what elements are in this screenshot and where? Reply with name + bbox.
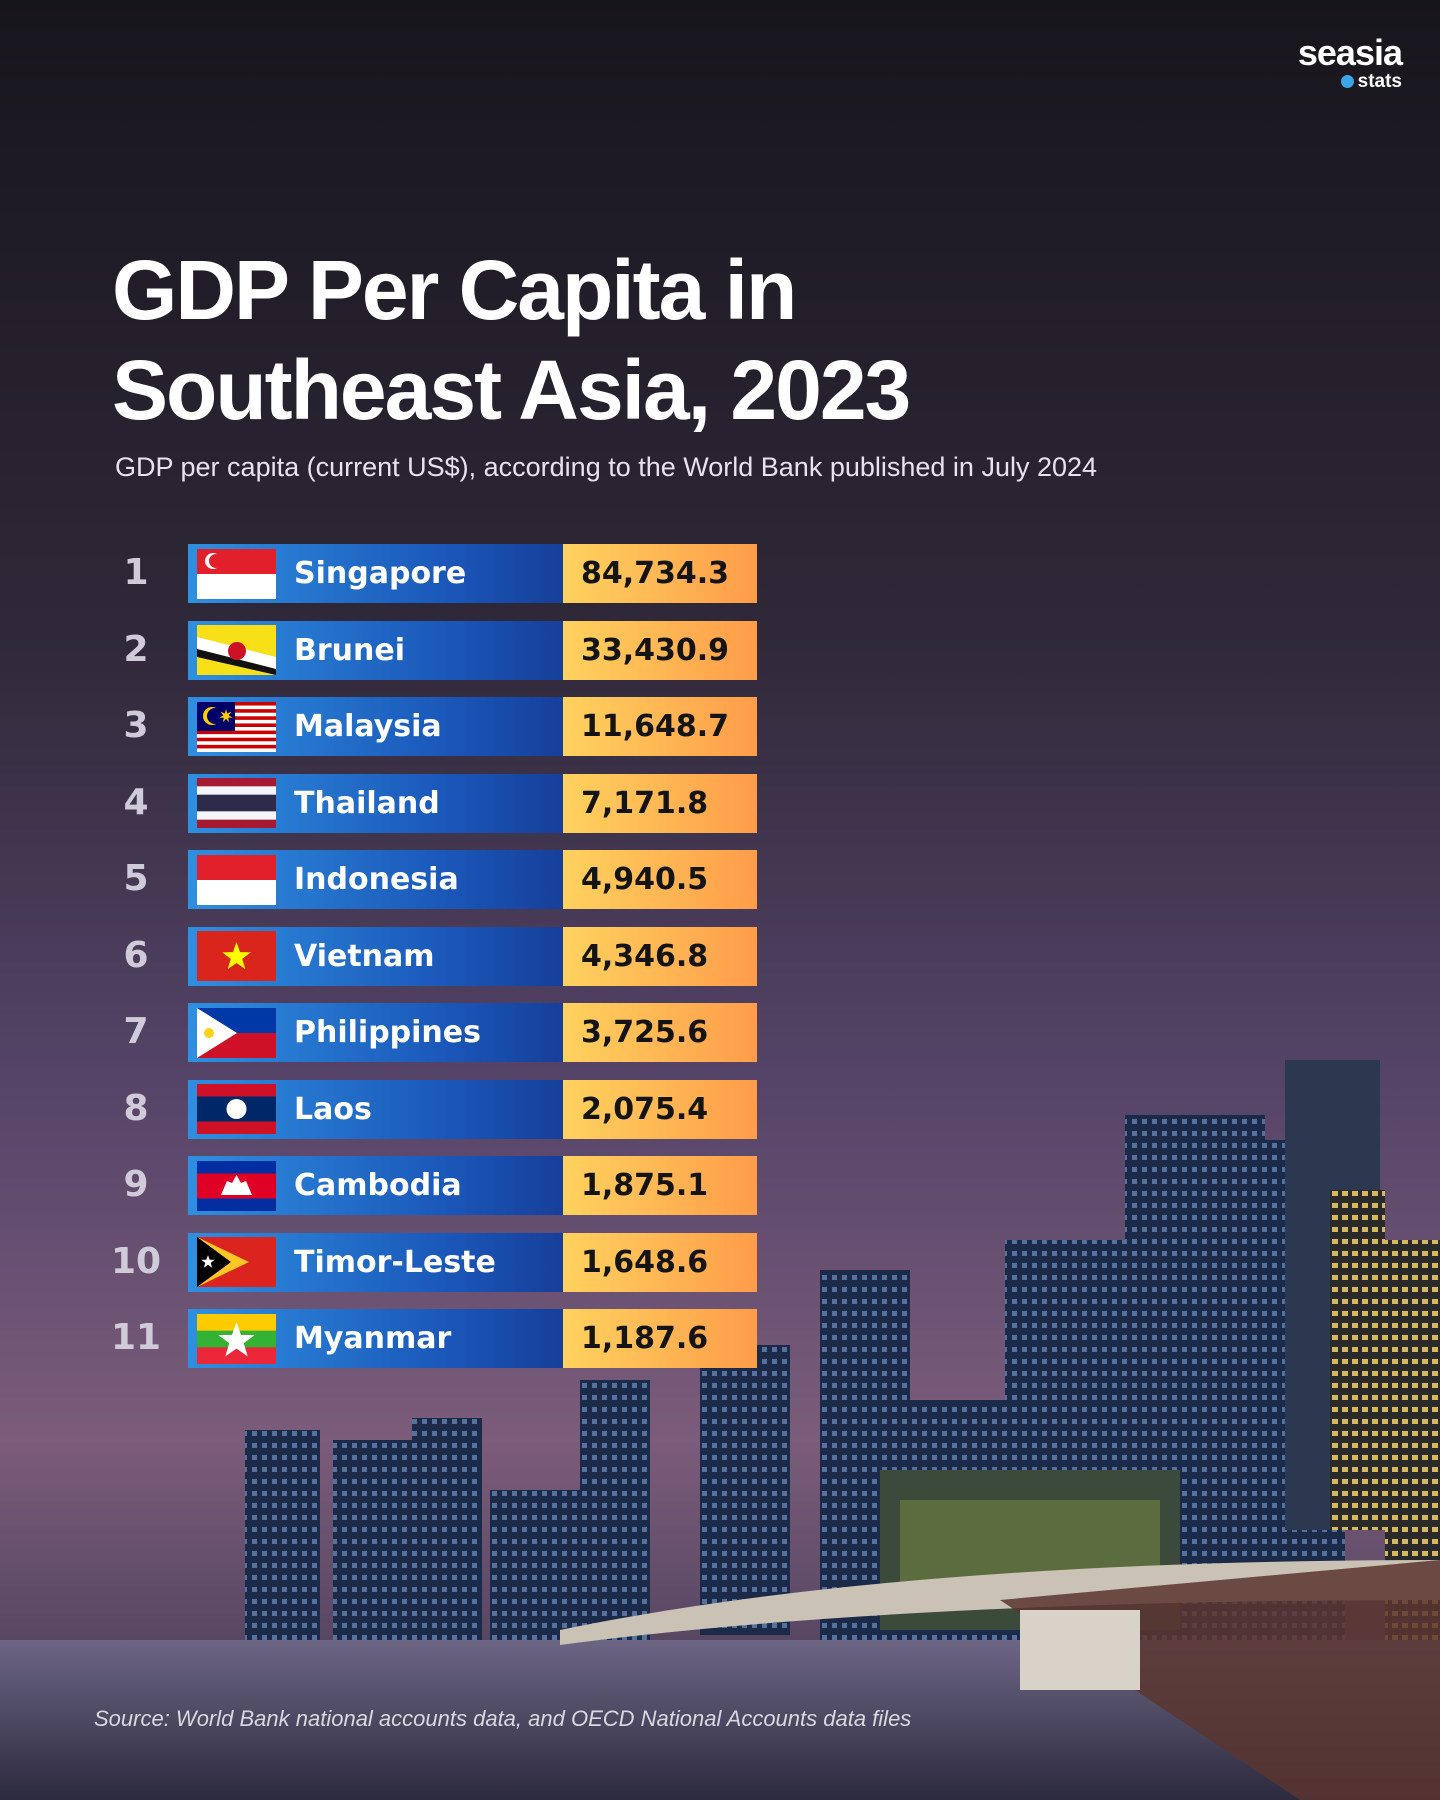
rank: 9	[123, 1164, 149, 1205]
rank: 5	[123, 858, 149, 899]
country-name: Laos	[294, 1091, 372, 1127]
gdp-value: 1,187.6	[581, 1321, 709, 1356]
value-cell	[563, 1079, 757, 1139]
value-cell	[563, 926, 757, 986]
gdp-value: 2,075.4	[581, 1091, 709, 1127]
flag	[197, 931, 276, 981]
country-name: Malaysia	[294, 709, 442, 744]
country-name: Timor-Leste	[294, 1244, 496, 1280]
gdp-value: 1,648.6	[581, 1244, 709, 1280]
rank: 8	[123, 1087, 149, 1129]
flag	[197, 1007, 276, 1058]
logo-sub-text: stats	[1357, 71, 1402, 92]
flag	[197, 1084, 276, 1134]
country-name: Indonesia	[294, 862, 459, 897]
subtitle: GDP per capita (current US$), according …	[115, 452, 1098, 482]
rank: 6	[123, 934, 149, 976]
value-cell	[563, 1232, 757, 1292]
value-cell	[563, 1156, 757, 1215]
country-name: Philippines	[294, 1015, 481, 1050]
gdp-value: 84,734.3	[581, 556, 730, 591]
flag	[197, 1237, 276, 1287]
logo: seasia stats	[1297, 32, 1403, 92]
flag	[197, 701, 276, 752]
rank: 2	[123, 628, 149, 670]
logo-sub: stats	[1298, 72, 1402, 92]
gdp-value: 3,725.6	[581, 1015, 709, 1050]
rank: 10	[110, 1240, 162, 1282]
value-cell	[563, 620, 757, 680]
gdp-value: 7,171.8	[581, 785, 709, 821]
country-name: Vietnam	[294, 938, 435, 974]
value-cell	[563, 1003, 757, 1062]
country-name: Thailand	[294, 785, 440, 821]
title: GDP Per Capita in Southeast Asia, 2023	[112, 243, 911, 437]
country-name: Singapore	[294, 556, 467, 591]
gdp-value: 4,940.5	[581, 862, 709, 897]
flag	[197, 1313, 276, 1364]
logo-name: seasia	[1297, 32, 1403, 73]
rank: 1	[123, 552, 149, 593]
gdp-value: 33,430.9	[581, 632, 730, 668]
source: Source: World Bank national accounts dat…	[94, 1706, 912, 1731]
rank: 11	[110, 1317, 162, 1358]
flag	[197, 854, 276, 905]
rank: 4	[123, 781, 149, 823]
country-name: Cambodia	[294, 1168, 462, 1203]
value-cell	[563, 850, 757, 909]
country-name: Myanmar	[294, 1321, 452, 1356]
flag	[197, 1160, 276, 1211]
rank: 3	[123, 705, 149, 746]
flag	[197, 548, 276, 599]
value-cell	[563, 697, 757, 756]
value-cell	[563, 773, 757, 833]
value-cell	[563, 544, 757, 603]
gdp-value: 4,346.8	[581, 938, 709, 974]
flag	[197, 778, 276, 828]
gdp-value: 1,875.1	[581, 1168, 709, 1203]
rank: 7	[123, 1011, 149, 1052]
skyline	[0, 1060, 1440, 1800]
value-cell	[563, 1309, 757, 1368]
gdp-value: 11,648.7	[581, 709, 730, 744]
flag	[197, 625, 276, 675]
country-name: Brunei	[294, 632, 406, 668]
